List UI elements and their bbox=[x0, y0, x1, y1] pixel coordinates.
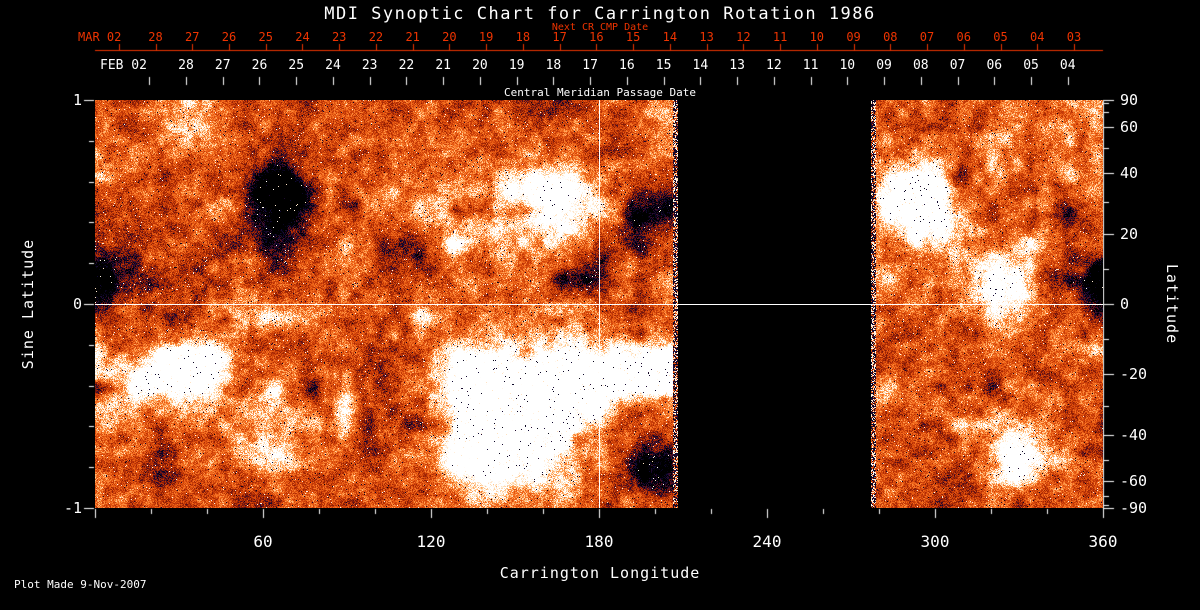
plot-made-label: Plot Made 9-Nov-2007 bbox=[14, 578, 147, 591]
latitude-axis-title: Latitude bbox=[1163, 263, 1181, 345]
cmp-axis-title: Central Meridian Passage Date bbox=[503, 86, 697, 99]
magnetogram-canvas bbox=[95, 100, 1103, 508]
next-cr-axis-title: Next CR CMP Date bbox=[551, 22, 649, 33]
next-cr-month-label: MAR 02 bbox=[78, 30, 122, 44]
sine-latitude-axis-title: Sine Latitude bbox=[19, 238, 37, 370]
cmp-month-label: FEB 02 bbox=[100, 58, 147, 73]
chart-title: MDI Synoptic Chart for Carrington Rotati… bbox=[324, 4, 876, 24]
x-axis-title: Carrington Longitude bbox=[499, 564, 701, 582]
